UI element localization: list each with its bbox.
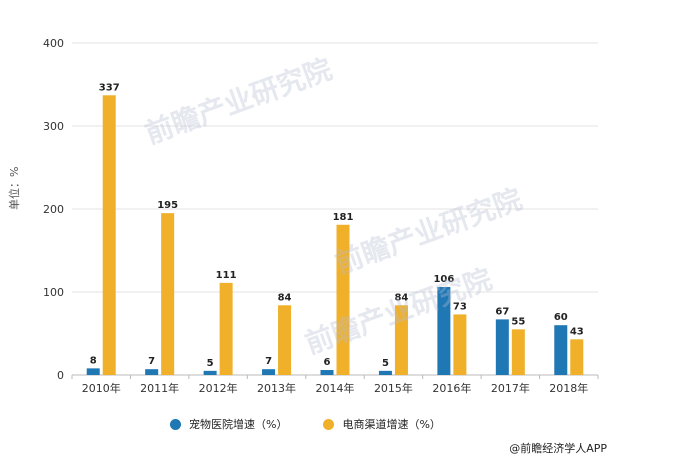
bar-ecommerce — [336, 224, 350, 375]
legend-swatch-1 — [170, 418, 181, 430]
x-tick-label: 2014年 — [316, 381, 355, 395]
bar-pet-hospital — [145, 369, 159, 375]
data-label: 73 — [453, 301, 467, 312]
data-label: 55 — [511, 316, 525, 327]
bar-ecommerce — [219, 282, 233, 375]
x-tick-label: 2012年 — [199, 381, 238, 395]
data-label: 111 — [216, 270, 237, 281]
data-label: 195 — [157, 200, 178, 211]
y-tick-label: 200 — [43, 203, 64, 216]
data-label: 60 — [554, 312, 568, 323]
data-label: 8 — [90, 355, 97, 366]
bar-ecommerce — [511, 329, 525, 375]
bar-pet-hospital — [554, 325, 568, 375]
data-label: 84 — [394, 292, 408, 303]
legend: 宠物医院增速（%） 电商渠道增速（%） — [170, 416, 441, 432]
bar-pet-hospital — [320, 370, 334, 375]
x-tick-label: 2015年 — [374, 381, 413, 395]
legend-swatch-2 — [323, 418, 335, 430]
data-label: 106 — [433, 274, 454, 285]
bar-pet-hospital — [378, 370, 392, 375]
bar-pet-hospital — [437, 287, 451, 375]
y-tick-label: 400 — [43, 37, 64, 50]
bar-ecommerce — [102, 95, 116, 375]
data-label: 84 — [278, 292, 292, 303]
data-label: 337 — [99, 82, 120, 93]
bar-ecommerce — [394, 305, 408, 375]
bar-ecommerce — [278, 305, 292, 375]
data-label: 7 — [265, 356, 272, 367]
bar-pet-hospital — [203, 370, 217, 375]
y-tick-label: 0 — [57, 369, 64, 382]
data-label: 5 — [207, 358, 214, 369]
x-tick-label: 2018年 — [549, 381, 588, 395]
data-label: 6 — [324, 357, 331, 368]
x-tick-label: 2013年 — [257, 381, 296, 395]
bar-pet-hospital — [495, 319, 509, 375]
bar-ecommerce — [453, 314, 467, 375]
bar-pet-hospital — [262, 369, 276, 375]
legend-label-2: 电商渠道增速（%） — [342, 418, 441, 431]
data-label: 5 — [382, 358, 389, 369]
x-tick-label: 2011年 — [140, 381, 179, 395]
data-label: 43 — [570, 326, 584, 337]
bar-chart: 0 100 200 300 400 2010年 8 337 2011年 7 195 2012年 5 111… — [43, 37, 599, 395]
legend-label-1: 宠物医院增速（%） — [189, 418, 288, 431]
data-label: 7 — [148, 356, 155, 367]
source-credit: @前瞻经济学人APP — [509, 442, 607, 455]
data-label: 181 — [333, 212, 354, 223]
x-tick-label: 2010年 — [82, 381, 121, 395]
data-label: 67 — [495, 306, 509, 317]
legend-item-series-2: 电商渠道增速（%） — [323, 416, 441, 432]
y-tick-label: 100 — [43, 286, 64, 299]
bar-pet-hospital — [86, 368, 100, 375]
legend-item-series-1: 宠物医院增速（%） — [170, 416, 287, 432]
bar-ecommerce — [161, 213, 175, 375]
y-axis-label: 单位：% — [8, 166, 21, 210]
y-tick-label: 300 — [43, 120, 64, 133]
x-tick-label: 2017年 — [491, 381, 530, 395]
x-tick-label: 2016年 — [432, 381, 471, 395]
bar-ecommerce — [570, 339, 584, 375]
